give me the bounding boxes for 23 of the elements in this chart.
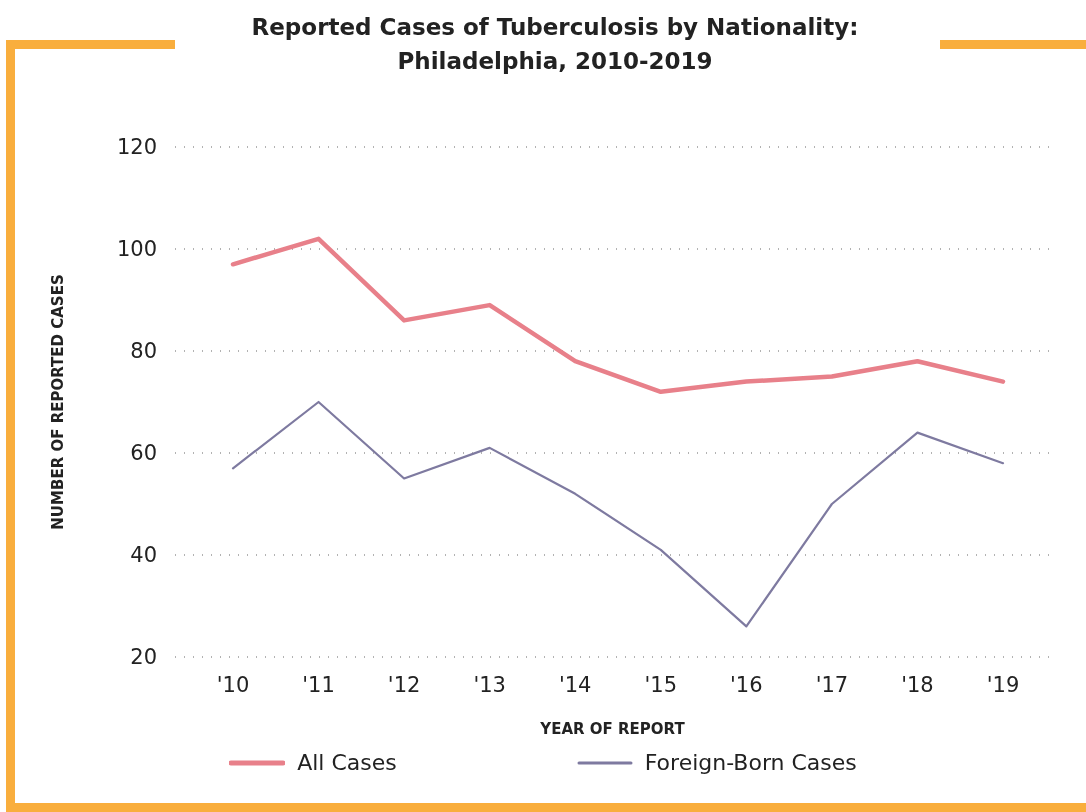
- legend-label: Foreign-Born Cases: [644, 750, 857, 775]
- x-axis-title: YEAR OF REPORT: [539, 720, 686, 738]
- x-tick-label: '15: [644, 672, 678, 697]
- x-tick-label: '19: [986, 672, 1020, 697]
- x-tick-label: '13: [473, 672, 506, 697]
- legend-label: All Cases: [297, 750, 397, 775]
- x-tick-label: '11: [302, 672, 335, 697]
- x-tick-label: '18: [901, 672, 934, 697]
- y-axis-title: NUMBER OF REPORTED CASES: [49, 274, 68, 530]
- x-tick-label: '12: [387, 672, 421, 697]
- y-tick-label: 60: [130, 441, 157, 466]
- y-tick-label: 100: [116, 237, 157, 262]
- line-series: [231, 400, 1005, 628]
- x-tick-label: '10: [216, 672, 250, 697]
- chart-title: Reported Cases of Tuberculosis by Nationality: Philadelphia, 2010-2019: [250, 13, 860, 76]
- x-tick-label: '14: [558, 672, 592, 697]
- y-tick-label: 40: [130, 543, 157, 568]
- y-tick-label: 20: [130, 645, 157, 670]
- x-tick-label: '16: [730, 672, 763, 697]
- y-tick-label: 80: [130, 339, 157, 364]
- y-tick-label: 120: [116, 135, 157, 160]
- line-series: [230, 236, 1006, 395]
- x-tick-label: '17: [815, 672, 849, 697]
